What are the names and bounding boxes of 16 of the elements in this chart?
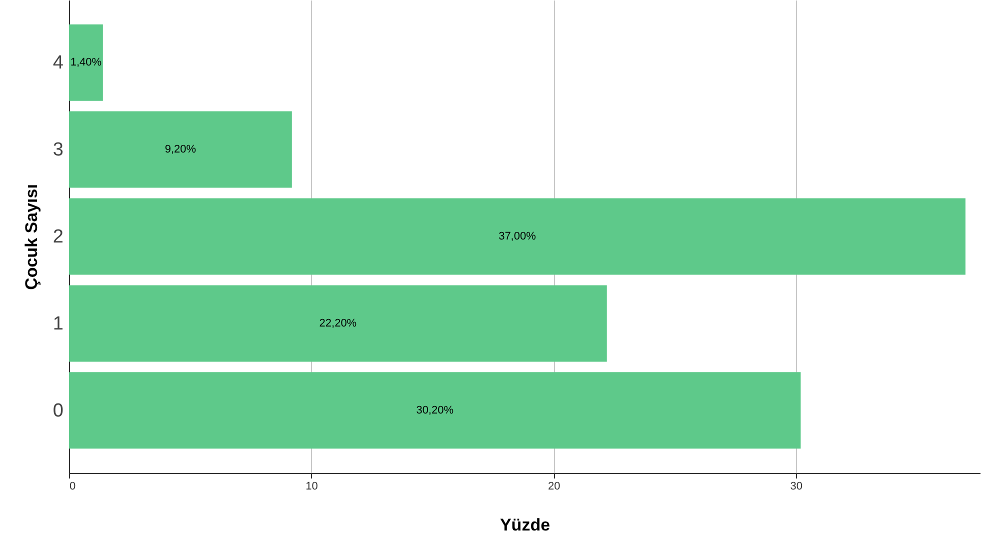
data-label: 9,20% bbox=[164, 144, 196, 156]
x-tick-label: 0 bbox=[70, 480, 76, 492]
data-label: 37,00% bbox=[498, 230, 536, 242]
data-label: 22,20% bbox=[319, 317, 357, 330]
x-tick-label: 20 bbox=[548, 480, 560, 492]
x-tick-label: 30 bbox=[790, 480, 802, 492]
y-tick-label: 0 bbox=[52, 400, 64, 422]
data-label: 30,20% bbox=[416, 404, 454, 416]
y-tick-label: 2 bbox=[52, 226, 64, 248]
x-tick-label: 10 bbox=[306, 480, 318, 492]
data-label: 1,40% bbox=[70, 56, 102, 69]
y-tick-label: 3 bbox=[52, 140, 64, 161]
y-tick-label: 1 bbox=[52, 313, 64, 334]
y-tick-label: 4 bbox=[52, 52, 64, 74]
y-axis-title: Çocuk Sayısı bbox=[22, 184, 41, 290]
x-axis-title: Yüzde bbox=[500, 516, 550, 534]
